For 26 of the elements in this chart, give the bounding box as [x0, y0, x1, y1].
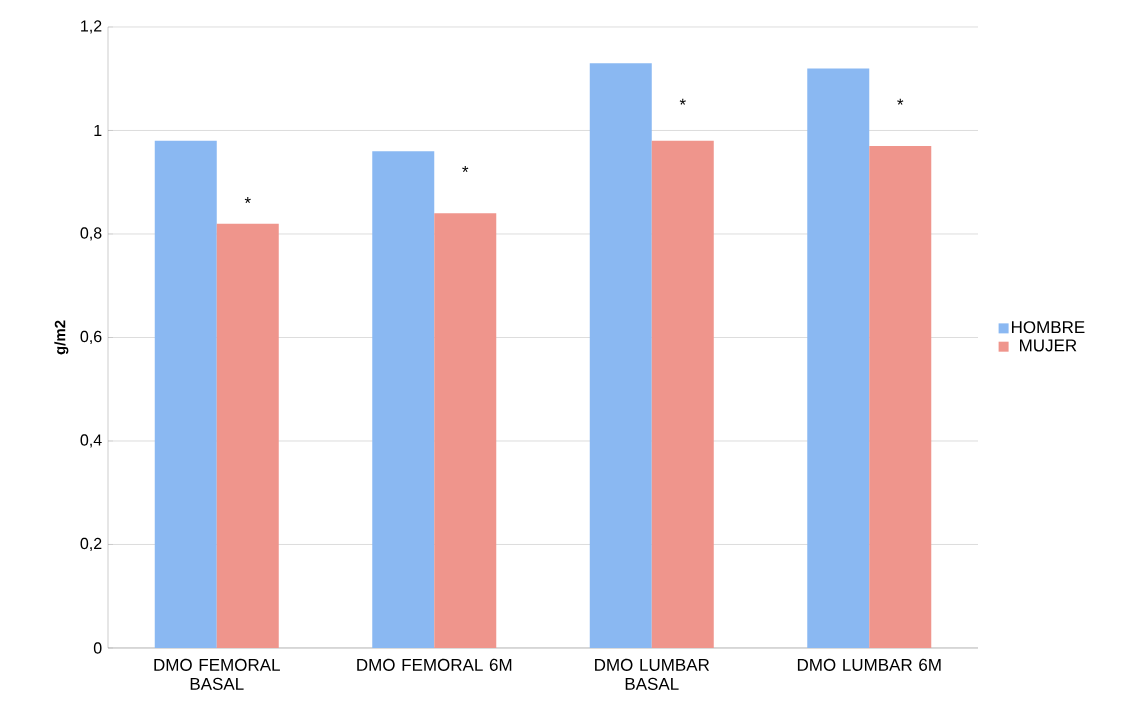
bar	[869, 146, 932, 648]
annotation: *	[897, 98, 904, 105]
y-tick-label: 1,2	[81, 20, 102, 34]
legend-label: HOMBRE	[1011, 321, 1085, 334]
annotation: *	[244, 197, 251, 204]
bar	[216, 223, 279, 648]
annotation: *	[462, 166, 469, 172]
bar	[434, 213, 497, 648]
bar	[651, 140, 714, 648]
y-tick-label: 0,2	[80, 537, 102, 552]
annotation: *	[679, 98, 686, 105]
y-tick-label: 1	[94, 124, 102, 136]
x-tick-label: DMO FEMORAL BASAL	[154, 658, 280, 690]
y-tick-label: 0	[93, 642, 102, 654]
x-tick-label: DMO LUMBAR 6M	[797, 658, 941, 671]
bar	[372, 151, 435, 648]
legend-label: MUJER	[1020, 339, 1077, 352]
x-tick-label: DMO LUMBAR BASAL	[595, 658, 710, 690]
y-axis-title: g/m2	[54, 320, 69, 355]
bar	[807, 68, 870, 648]
y-tick-label: 0,6	[80, 330, 102, 345]
y-tick-label: 0,8	[80, 227, 102, 241]
bar	[154, 140, 217, 648]
bar	[589, 63, 652, 648]
x-tick-label: DMO FEMORAL 6M	[357, 658, 512, 671]
y-tick-label: 0,4	[80, 434, 102, 448]
